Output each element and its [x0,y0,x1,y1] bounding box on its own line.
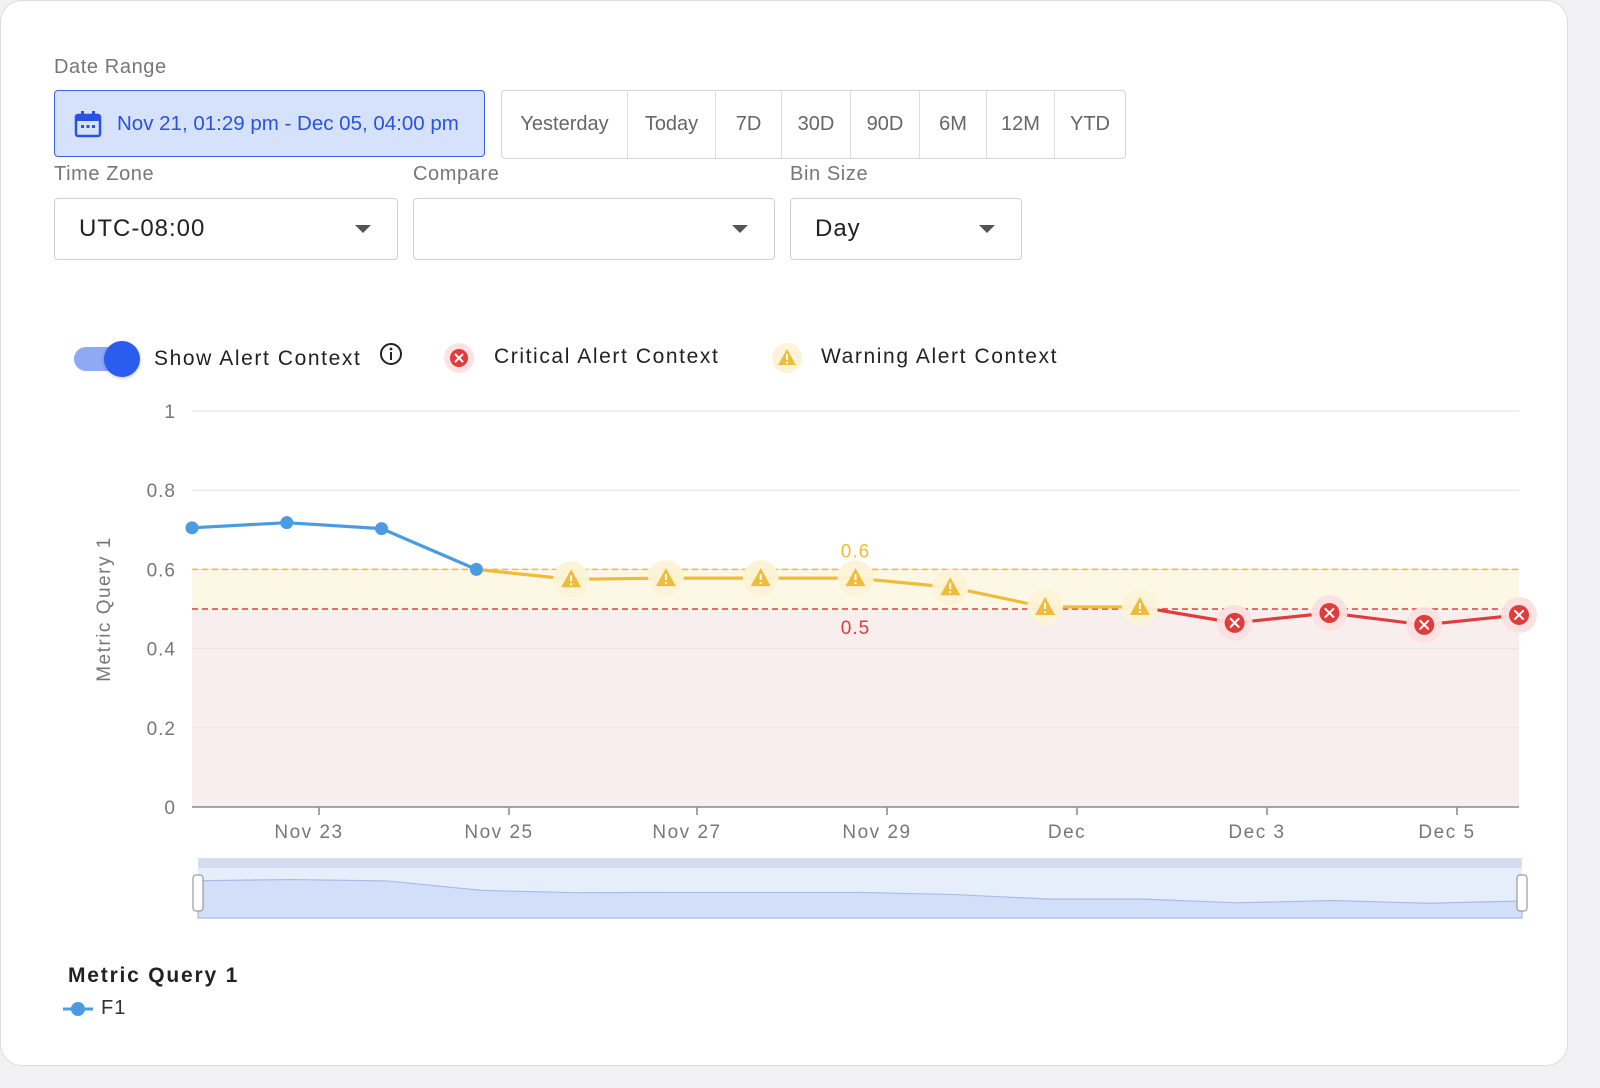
warning-mark [854,574,857,581]
toggle-label: Show Alert Context [154,347,362,370]
info-icon[interactable] [379,342,403,366]
warning-threshold-label: 0.6 [841,541,870,562]
preset-ytd[interactable]: YTD [1070,113,1110,135]
dashboard-card: Date Range Nov 21, 01:29 pm - Dec 05, 04… [0,0,1568,1066]
series-segment [285,521,384,531]
warning-mark [664,574,667,581]
data-point-normal[interactable] [185,521,199,535]
data-point-critical[interactable] [1216,604,1253,641]
critical-legend-label: Critical Alert Context [494,345,720,368]
data-point-warning[interactable] [1027,589,1064,626]
metric-line-chart: 0 0.2 0.4 0.6 0.8 1 Metric Query 1 Nov 23 Nov 25… [94,402,1537,919]
y-tick-label: 0.4 [147,640,176,661]
warning-mark [759,574,762,581]
calendar-icon [74,110,102,137]
data-point-warning[interactable] [932,569,969,606]
critical-band [192,609,1519,807]
data-point-dot [280,516,294,530]
date-range-picker[interactable]: Nov 21, 01:29 pm - Dec 05, 04:00 pm [54,90,485,157]
warning-mark [1138,603,1141,610]
preset-30d[interactable]: 30D [782,91,851,158]
warning-alert-icon [772,343,802,373]
timezone-select[interactable]: UTC-08:00 [54,198,398,260]
preset-yesterday[interactable]: Yesterday [502,91,628,158]
critical-threshold-label: 0.5 [841,618,870,639]
x-tick-label: Dec 5 [1418,822,1475,843]
binsize-label: Bin Size [790,163,869,185]
series-segment [190,521,289,530]
binsize-select[interactable]: Day [790,198,1022,260]
y-tick-label: 0.6 [147,560,176,581]
warning-dot [759,582,762,585]
range-handle-right[interactable] [1516,874,1528,912]
y-tick-label: 0.2 [147,719,176,740]
warning-dot [1138,611,1141,614]
range-scrollbar[interactable] [198,858,1522,868]
data-point-dot [375,522,389,536]
warning-dot [1044,611,1047,614]
timezone-value: UTC-08:00 [79,215,206,242]
date-preset-group: Yesterday Today 7D 30D 90D 6M 12M YTD [501,90,1126,159]
x-tick-label: Dec 3 [1228,822,1285,843]
data-point-dot [185,521,199,535]
preset-90d[interactable]: 90D [851,91,920,158]
critical-cross [1419,619,1430,630]
y-tick-label: 0.8 [147,481,176,502]
data-point-normal[interactable] [375,522,389,536]
chevron-down-icon [355,225,371,233]
series-segment [379,527,478,572]
compare-select[interactable] [413,198,775,260]
y-tick-label: 0 [164,798,176,819]
preset-7d[interactable]: 7D [716,91,782,158]
data-point-critical[interactable] [1406,606,1443,643]
critical-cross [1229,617,1240,628]
range-handle-left[interactable] [192,874,204,912]
data-point-warning[interactable] [553,561,590,598]
data-point-warning[interactable] [837,560,874,597]
chart-legend-title: Metric Query 1 [68,964,240,987]
data-point-normal[interactable] [280,516,294,530]
x-tick-label: Nov 27 [652,822,721,843]
x-tick-label: Dec [1048,822,1086,843]
data-point-critical[interactable] [1311,594,1348,631]
data-point-critical[interactable] [1501,596,1537,633]
warning-legend-label: Warning Alert Context [821,345,1059,368]
data-point-warning[interactable] [1121,589,1158,626]
compare-label: Compare [413,163,500,185]
warning-mark [949,583,952,590]
warning-mark [1044,603,1047,610]
legend-series-name: F1 [101,997,127,1019]
binsize-value: Day [815,215,861,242]
series-marker-icon [63,1001,93,1016]
x-tick-label: Nov 23 [274,822,343,843]
warning-mark [570,575,573,582]
warning-dot [664,582,667,585]
warning-dot [949,591,952,594]
alert-context-toggle[interactable] [74,341,140,377]
critical-alert-icon [444,343,474,373]
navigator-area [197,878,1523,919]
data-point-normal[interactable] [469,562,483,576]
x-tick-label: Nov 25 [464,822,533,843]
preset-today[interactable]: Today [628,91,716,158]
toggle-knob [104,341,140,377]
timezone-label: Time Zone [54,163,155,185]
warning-dot [570,583,573,586]
date-range-label: Date Range [54,56,167,78]
x-tick-label: Nov 29 [842,822,911,843]
data-point-warning[interactable] [647,560,684,597]
y-axis-label: Metric Query 1 [94,536,115,682]
chevron-down-icon [979,225,995,233]
chevron-down-icon [732,225,748,233]
warning-dot [854,582,857,585]
date-range-value: Nov 21, 01:29 pm - Dec 05, 04:00 pm [117,111,459,135]
critical-cross [1324,607,1335,618]
preset-12m[interactable]: 12M [987,91,1055,158]
data-point-warning[interactable] [742,560,779,597]
y-tick-label: 1 [164,402,176,423]
data-point-dot [469,562,483,576]
legend-item-f1[interactable]: F1 [63,997,126,1020]
preset-6m[interactable]: 6M [920,91,987,158]
critical-cross [1514,609,1524,620]
